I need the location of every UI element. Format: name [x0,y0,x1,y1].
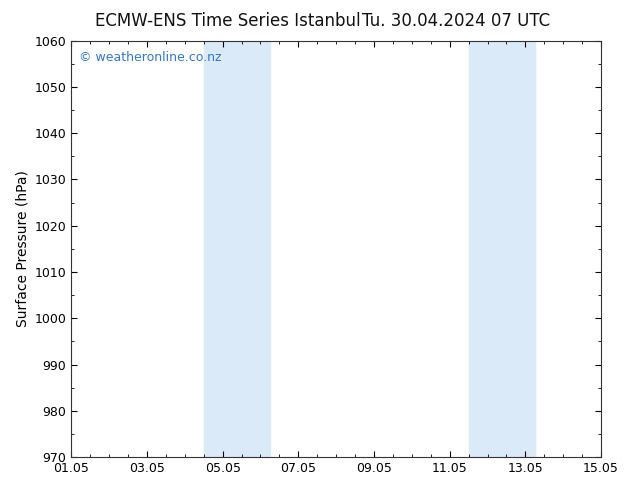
Y-axis label: Surface Pressure (hPa): Surface Pressure (hPa) [15,171,29,327]
Bar [469,41,535,457]
Text: Tu. 30.04.2024 07 UTC: Tu. 30.04.2024 07 UTC [363,12,550,30]
Text: ECMW-ENS Time Series Istanbul: ECMW-ENS Time Series Istanbul [96,12,361,30]
Bar [204,41,270,457]
Text: © weatheronline.co.nz: © weatheronline.co.nz [79,51,222,64]
